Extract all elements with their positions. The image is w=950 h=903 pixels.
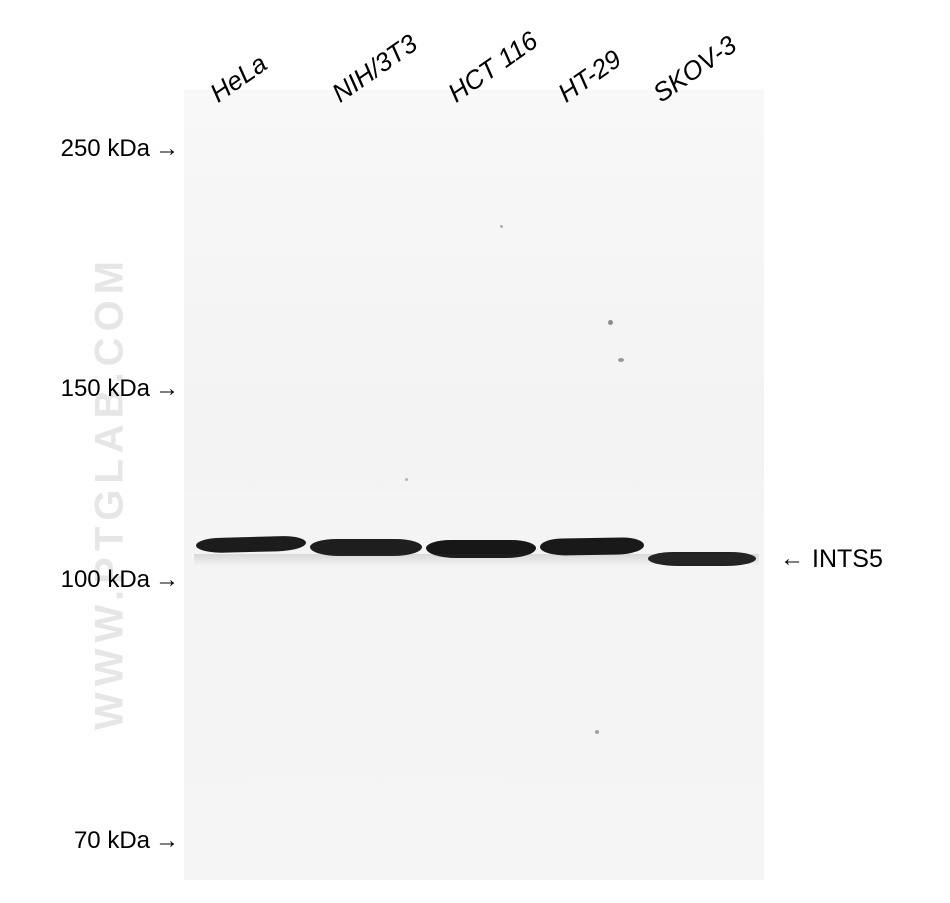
marker-150-arrow: →: [155, 375, 179, 403]
blot-inner: [184, 90, 764, 880]
marker-150: 150 kDa: [40, 375, 150, 403]
target-arrow: ←: [780, 545, 804, 573]
figure-container: WWW.PTGLAB.COM 250 kDa → 150 kDa → 100 k…: [0, 0, 950, 903]
marker-100-arrow: →: [155, 566, 179, 594]
marker-250: 250 kDa: [40, 135, 150, 163]
marker-100: 100 kDa: [40, 566, 150, 594]
target-label: INTS5: [812, 545, 883, 574]
marker-70-text: 70 kDa: [74, 827, 150, 854]
marker-150-text: 150 kDa: [61, 375, 150, 402]
marker-250-arrow: →: [155, 135, 179, 163]
speck: [500, 225, 503, 228]
marker-70: 70 kDa: [40, 827, 150, 855]
speck: [405, 478, 408, 481]
blot-membrane: [184, 90, 764, 880]
watermark-text: WWW.PTGLAB.COM: [88, 243, 133, 743]
marker-250-text: 250 kDa: [61, 135, 150, 162]
marker-70-arrow: →: [155, 827, 179, 855]
speck: [608, 320, 613, 325]
band-smear: [194, 554, 759, 566]
marker-100-text: 100 kDa: [61, 566, 150, 593]
speck: [595, 730, 599, 734]
speck: [618, 358, 624, 362]
